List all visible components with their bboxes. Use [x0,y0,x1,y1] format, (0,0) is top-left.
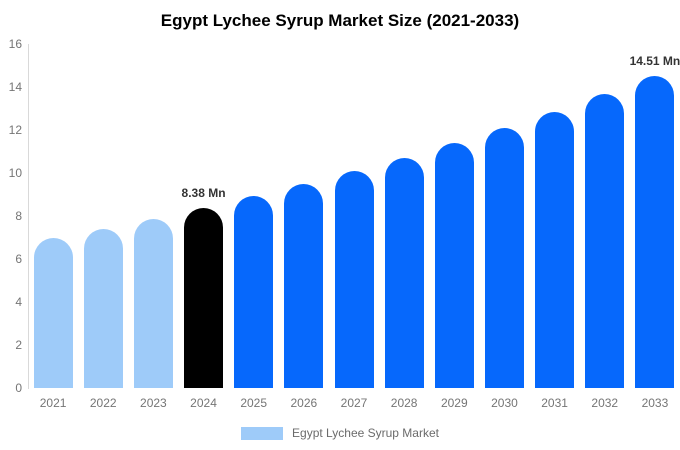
bar-2025 [234,196,274,388]
bar-2026 [284,184,324,388]
x-axis-label-2021: 2021 [39,396,67,410]
bar-2031 [535,111,575,388]
x-axis-label-2030: 2030 [491,396,518,410]
x-axis-label-2028: 2028 [390,396,418,410]
y-axis-line [28,44,29,389]
bar-2021 [33,238,73,388]
value-label-2024: 8.38 Mn [181,185,226,200]
legend-label: Egypt Lychee Syrup Market [292,426,439,440]
chart-title: Egypt Lychee Syrup Market Size (2021-203… [160,11,520,30]
y-axis-tick-4: 4 [15,295,22,309]
bar-2030 [484,127,524,388]
bar-2023 [133,218,173,388]
y-axis-tick-6: 6 [15,252,22,266]
bar-2024 [184,207,224,388]
x-axis-label-2025: 2025 [240,396,268,410]
y-axis-tick-12: 12 [8,123,22,137]
x-axis-label-2033: 2033 [641,396,669,410]
x-axis-label-2031: 2031 [541,396,568,410]
x-axis-label-2027: 2027 [340,396,368,410]
bar-2029 [434,143,474,388]
legend: Egypt Lychee Syrup Market [0,426,680,440]
x-axis-label-2029: 2029 [440,396,468,410]
x-axis-label-2032: 2032 [591,396,619,410]
bar-2028 [384,157,424,388]
y-axis-tick-16: 16 [8,37,22,51]
bar-2022 [83,228,123,388]
bar-2033 [635,76,675,388]
y-axis-tick-8: 8 [15,209,22,223]
legend-swatch-icon [241,426,284,440]
y-axis-tick-10: 10 [8,166,22,180]
x-axis-label-2022: 2022 [89,396,117,410]
y-axis-tick-2: 2 [15,338,22,352]
x-axis-label-2023: 2023 [140,396,167,410]
bar-2027 [334,171,374,388]
bar-2032 [585,94,625,388]
x-axis-label-2026: 2026 [290,396,318,410]
y-axis-tick-0: 0 [15,381,22,395]
x-axis-label-2024: 2024 [190,396,217,410]
value-label-2033: 14.51 Mn [629,54,680,69]
y-axis-tick-14: 14 [8,80,22,94]
